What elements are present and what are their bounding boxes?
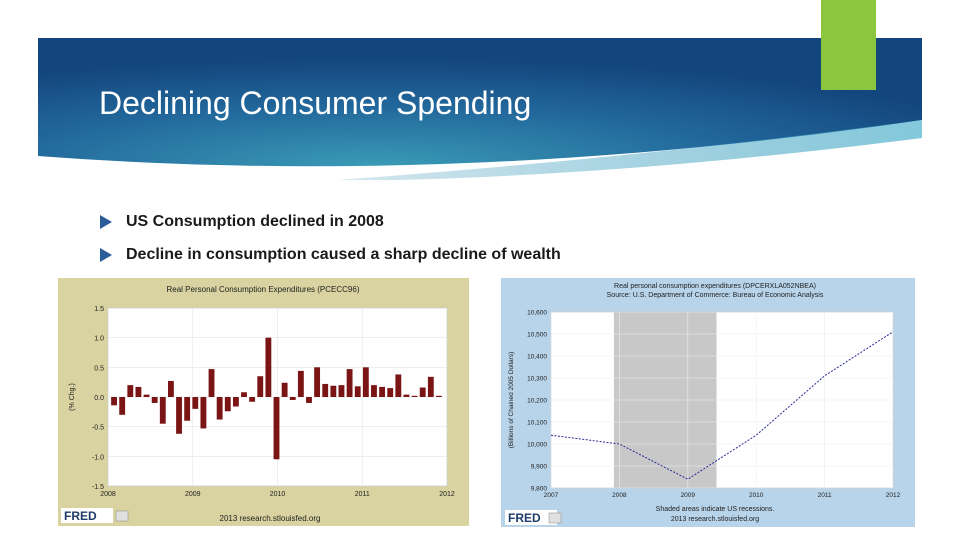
bar — [135, 386, 142, 397]
y-axis-label: (% Chg.) — [69, 383, 76, 411]
x-tick-label: 2010 — [749, 492, 764, 499]
bar — [306, 397, 312, 403]
bar — [436, 395, 442, 397]
y-tick-label: -0.5 — [92, 425, 104, 432]
pce-line-chart-svg: Real personal consumption expenditures (… — [501, 278, 915, 527]
bar — [371, 385, 377, 397]
bar — [216, 397, 223, 420]
bar — [379, 386, 386, 397]
y-tick-label: 1.5 — [94, 306, 104, 313]
x-tick-label: 2009 — [681, 492, 696, 499]
bar — [127, 385, 134, 397]
accent-bar — [821, 0, 876, 90]
bar — [208, 369, 215, 397]
y-axis-label: (Billions of Chained 2005 Dollars) — [508, 352, 515, 448]
x-tick-label: 2011 — [818, 492, 832, 499]
slide-title: Declining Consumer Spending — [99, 85, 532, 121]
bar — [249, 397, 256, 402]
bar — [338, 385, 345, 397]
bar — [346, 369, 353, 397]
banner-background — [38, 38, 922, 180]
arrow-bullet-icon — [100, 214, 112, 229]
bar — [159, 397, 166, 424]
bar — [143, 394, 150, 397]
y-tick-label: -1.5 — [92, 484, 104, 491]
bar — [395, 374, 402, 397]
bar — [403, 394, 410, 397]
y-tick-label: 9,800 — [531, 486, 548, 493]
chart-source: 2013 research.stlouisfed.org — [671, 516, 759, 523]
bar — [192, 397, 199, 409]
bullet-item: US Consumption declined in 2008 — [100, 205, 561, 238]
title-banner — [38, 38, 922, 180]
y-tick-label: 10,100 — [527, 420, 547, 427]
fred-logo-icon — [548, 512, 562, 524]
pce-bar-chart-svg: Real Personal Consumption Expenditures (… — [58, 278, 469, 526]
y-tick-label: 10,400 — [527, 354, 547, 361]
bar — [241, 392, 247, 397]
fred-logo: FRED — [508, 511, 541, 525]
x-tick-label: 2011 — [355, 491, 370, 498]
y-tick-label: 10,000 — [527, 442, 547, 449]
bar — [419, 387, 426, 397]
fred-logo-icon — [115, 510, 129, 522]
fred-logo-bg — [505, 510, 557, 525]
bar — [176, 397, 182, 434]
bar — [167, 380, 174, 397]
bar — [362, 367, 369, 397]
bullet-item: Decline in consumption caused a sharp de… — [100, 238, 561, 271]
bar — [111, 397, 117, 406]
x-tick-label: 2008 — [100, 491, 116, 498]
bullet-list: US Consumption declined in 2008 Decline … — [100, 205, 561, 271]
bar — [119, 397, 126, 415]
bar — [273, 397, 280, 460]
bar — [224, 397, 231, 412]
bar — [314, 367, 321, 397]
chart-title: Real personal consumption expenditures (… — [614, 283, 816, 290]
chart-subtitle: Source: U.S. Department of Commerce: Bur… — [607, 292, 824, 299]
y-tick-label: 10,600 — [527, 310, 547, 317]
x-tick-label: 2008 — [612, 492, 627, 499]
chart-title: Real Personal Consumption Expenditures (… — [167, 285, 360, 294]
chart-source: 2013 research.stlouisfed.org — [220, 514, 321, 523]
bar — [281, 382, 288, 397]
bar — [232, 397, 239, 407]
x-tick-label: 2012 — [886, 492, 901, 499]
y-tick-label: 0.5 — [94, 365, 104, 372]
y-tick-label: 10,200 — [527, 398, 547, 405]
y-tick-label: -1.0 — [92, 454, 104, 461]
bar — [297, 370, 304, 397]
bar — [200, 397, 207, 429]
bar — [387, 388, 394, 397]
y-tick-label: 0.0 — [94, 395, 104, 402]
bar — [411, 395, 418, 397]
bar — [289, 397, 296, 400]
recession-note: Shaded areas indicate US recessions. — [656, 506, 775, 513]
x-tick-label: 2007 — [544, 492, 559, 499]
fred-logo-bg — [61, 508, 113, 523]
bar — [354, 386, 361, 397]
bullet-text: US Consumption declined in 2008 — [126, 212, 384, 230]
y-tick-label: 10,500 — [527, 332, 547, 339]
fred-logo: FRED — [64, 509, 97, 523]
series-line — [550, 331, 894, 480]
bar — [151, 397, 158, 403]
bar — [427, 376, 434, 397]
x-tick-label: 2012 — [439, 491, 455, 498]
y-tick-label: 10,300 — [527, 376, 547, 383]
pce-bar-chart: Real Personal Consumption Expenditures (… — [58, 278, 469, 526]
bar — [184, 397, 191, 421]
y-tick-label: 9,900 — [531, 464, 548, 471]
bullet-text: Decline in consumption caused a sharp de… — [126, 245, 561, 263]
y-tick-label: 1.0 — [94, 336, 104, 343]
bar — [330, 385, 337, 397]
x-tick-label: 2010 — [270, 491, 286, 498]
x-tick-label: 2009 — [185, 491, 201, 498]
arrow-bullet-icon — [100, 247, 112, 262]
bar — [322, 383, 329, 397]
bar — [257, 376, 264, 397]
bar — [265, 337, 272, 397]
pce-line-chart: Real personal consumption expenditures (… — [501, 278, 915, 527]
